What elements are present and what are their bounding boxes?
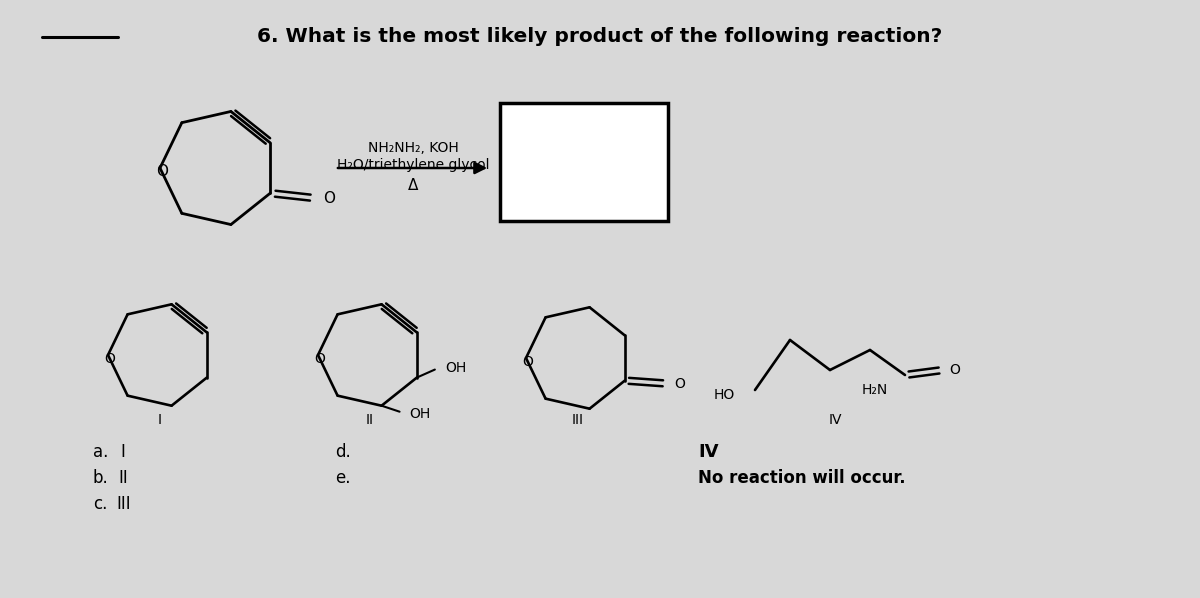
Text: No reaction will occur.: No reaction will occur. [698, 469, 906, 487]
Text: III: III [116, 495, 131, 513]
Text: O: O [314, 352, 325, 366]
Text: II: II [118, 469, 127, 487]
Text: NH₂NH₂, KOH: NH₂NH₂, KOH [367, 141, 458, 155]
Text: III: III [572, 413, 584, 427]
Text: I: I [120, 443, 125, 461]
Text: O: O [156, 164, 168, 179]
Text: 6. What is the most likely product of the following reaction?: 6. What is the most likely product of th… [257, 28, 943, 47]
Text: H₂O/triethylene glycol: H₂O/triethylene glycol [337, 158, 490, 172]
Text: OH: OH [409, 407, 431, 421]
Text: O: O [674, 377, 685, 390]
Bar [500, 103, 668, 221]
Text: I: I [158, 413, 162, 427]
Text: IV: IV [828, 413, 841, 427]
Text: b.: b. [94, 469, 109, 487]
Text: c.: c. [94, 495, 107, 513]
Text: HO: HO [714, 388, 734, 402]
Text: a.: a. [94, 443, 108, 461]
Text: O: O [104, 352, 115, 366]
Text: O: O [323, 191, 335, 206]
Text: H₂N: H₂N [862, 383, 888, 397]
Text: IV: IV [698, 443, 719, 461]
Text: II: II [366, 413, 374, 427]
Text: OH: OH [445, 361, 466, 374]
Text: O: O [522, 355, 534, 369]
Text: O: O [949, 363, 960, 377]
Text: Δ: Δ [408, 178, 418, 193]
Text: d.: d. [335, 443, 350, 461]
Text: e.: e. [335, 469, 350, 487]
